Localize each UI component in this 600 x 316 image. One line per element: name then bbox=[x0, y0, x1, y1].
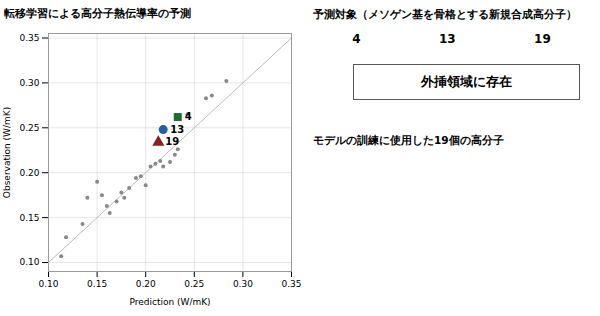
svg-text:13: 13 bbox=[170, 124, 184, 135]
html-text:予測対象（メソゲン基を骨格とする新規合成高分子）: 予測対象（メソゲン基を骨格とする新規合成高分子） bbox=[313, 8, 577, 20]
html-text:転移学習による高分子熱伝導率の予測: 転移学習による高分子熱伝導率の予測 bbox=[4, 7, 191, 20]
svg-text:4: 4 bbox=[185, 111, 192, 122]
html-text:4: 4 bbox=[352, 32, 361, 46]
html-text:外挿領域に存在: 外挿領域に存在 bbox=[421, 74, 512, 89]
svg-text:Observation (W/mK): Observation (W/mK) bbox=[2, 107, 12, 198]
svg-text:0.35: 0.35 bbox=[281, 279, 301, 289]
svg-text:0.20: 0.20 bbox=[136, 279, 156, 289]
svg-text:0.25: 0.25 bbox=[184, 279, 204, 289]
svg-text:0.15: 0.15 bbox=[87, 279, 107, 289]
svg-text:0.10: 0.10 bbox=[19, 257, 39, 267]
svg-text:19: 19 bbox=[165, 136, 179, 147]
svg-text:0.10: 0.10 bbox=[38, 279, 58, 289]
svg-text:0.25: 0.25 bbox=[19, 123, 39, 133]
svg-text:0.30: 0.30 bbox=[233, 279, 253, 289]
svg-text:Prediction (W/mK): Prediction (W/mK) bbox=[129, 297, 210, 307]
html-text:モデルの訓練に使用した19個の高分子: モデルの訓練に使用した19個の高分子 bbox=[313, 134, 504, 146]
svg-text:0.30: 0.30 bbox=[19, 78, 39, 88]
svg-text:0.20: 0.20 bbox=[19, 168, 39, 178]
html-text:13: 13 bbox=[439, 32, 456, 46]
svg-text:0.15: 0.15 bbox=[19, 212, 39, 222]
html-text:19: 19 bbox=[534, 32, 551, 46]
svg-text:0.35: 0.35 bbox=[19, 33, 39, 43]
